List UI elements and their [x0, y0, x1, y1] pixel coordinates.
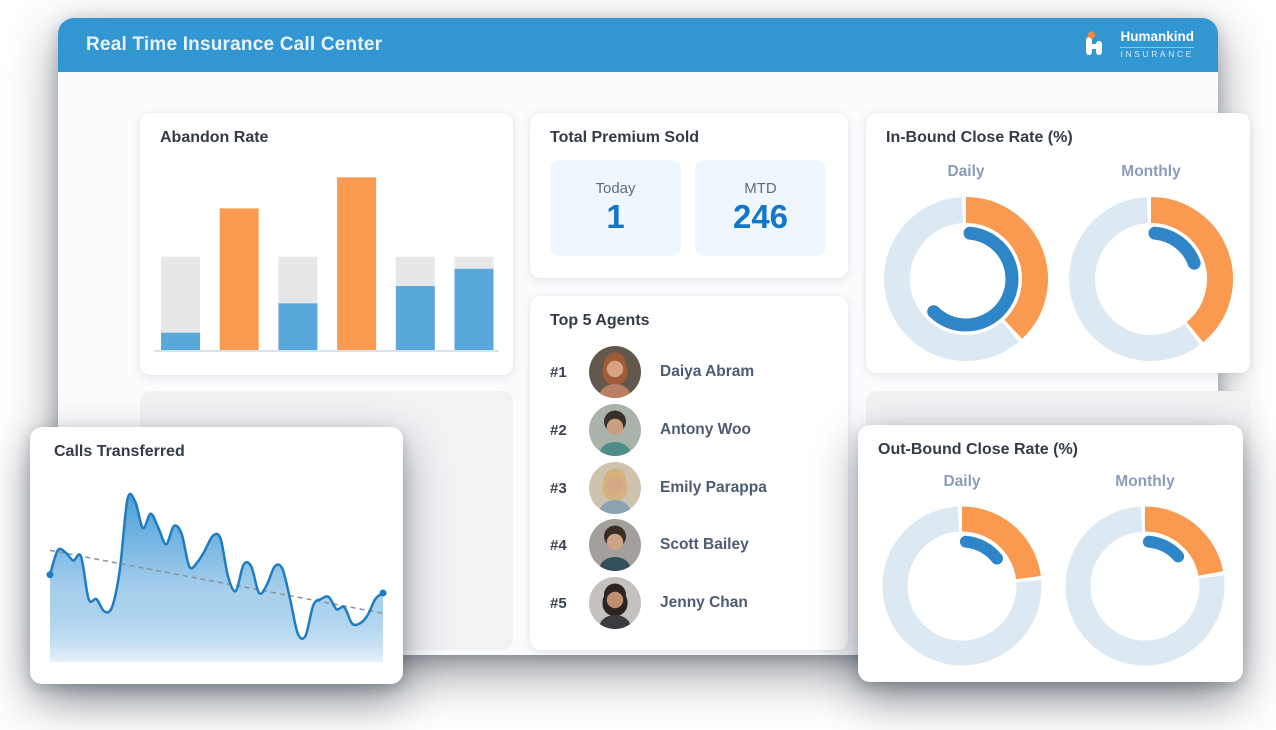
brand-name: Humankind — [1120, 29, 1194, 45]
app-header: Real Time Insurance Call Center Humankin… — [58, 18, 1218, 72]
top-agents-title: Top 5 Agents — [550, 312, 650, 329]
agent-name: Daiya Abram — [660, 363, 755, 380]
outbound-daily-label: Daily — [943, 473, 981, 490]
agent-rank: #4 — [550, 536, 567, 554]
agent-avatar — [589, 346, 641, 398]
outbound-monthly-label: Monthly — [1115, 473, 1175, 490]
agent-avatar — [589, 462, 641, 514]
agent-name: Scott Bailey — [660, 536, 749, 553]
agent-row[interactable]: #1 Daiya Abram — [550, 346, 828, 398]
agent-rank: #3 — [550, 479, 567, 497]
agent-row[interactable]: #4 Scott Bailey — [550, 519, 828, 571]
abandon-rate-bar-chart — [154, 177, 499, 352]
brand-tagline: INSURANCE — [1120, 47, 1194, 60]
top-agents-card: Top 5 Agents #1 Daiya Abram #2 Antony Wo… — [530, 296, 848, 650]
total-premium-card: Total Premium Sold Today 1 MTD 246 — [530, 113, 848, 278]
calls-transferred-title: Calls Transferred — [54, 443, 185, 460]
brand-text: Humankind INSURANCE — [1120, 30, 1194, 59]
agent-row[interactable]: #3 Emily Parappa — [550, 462, 828, 514]
agent-name: Antony Woo — [660, 421, 751, 438]
premium-today-value: 1 — [606, 198, 625, 235]
agent-rank: #2 — [550, 421, 567, 439]
brand-logo: Humankind INSURANCE — [1082, 28, 1194, 63]
page-title: Real Time Insurance Call Center — [86, 34, 383, 55]
agent-row[interactable]: #5 Jenny Chan — [550, 577, 828, 629]
calls-transferred-card: Calls Transferred — [30, 427, 403, 684]
total-premium-title: Total Premium Sold — [550, 129, 700, 146]
inbound-donut-charts — [884, 197, 1233, 361]
agent-avatar — [589, 577, 641, 629]
agent-rank: #1 — [550, 363, 567, 381]
agent-name: Jenny Chan — [660, 594, 748, 611]
outbound-close-rate-title: Out-Bound Close Rate (%) — [878, 441, 1078, 458]
inbound-close-rate-title: In-Bound Close Rate (%) — [886, 129, 1073, 146]
premium-mtd-label: MTD — [744, 180, 777, 197]
abandon-rate-card: Abandon Rate — [140, 113, 513, 375]
calls-transferred-area-chart — [46, 492, 387, 662]
agent-name: Emily Parappa — [660, 479, 767, 496]
humankind-logo-icon — [1082, 28, 1112, 63]
premium-mtd-value: 246 — [732, 198, 789, 235]
agent-row[interactable]: #2 Antony Woo — [550, 404, 828, 456]
agent-rank: #5 — [550, 594, 567, 612]
premium-mtd-tile: MTD 246 — [695, 160, 826, 256]
agent-avatar — [589, 519, 641, 571]
inbound-monthly-label: Monthly — [1121, 163, 1181, 180]
agent-avatar — [589, 404, 641, 456]
abandon-rate-title: Abandon Rate — [160, 129, 269, 146]
outbound-donut-charts — [882, 506, 1225, 666]
premium-today-label: Today — [595, 180, 636, 197]
premium-today-tile: Today 1 — [550, 160, 681, 256]
outbound-close-rate-card: Out-Bound Close Rate (%) Daily Monthly — [858, 425, 1243, 682]
inbound-close-rate-card: In-Bound Close Rate (%) Daily Monthly — [866, 113, 1250, 373]
inbound-daily-label: Daily — [947, 163, 985, 180]
dashboard-window: Real Time Insurance Call Center Humankin… — [58, 18, 1250, 655]
